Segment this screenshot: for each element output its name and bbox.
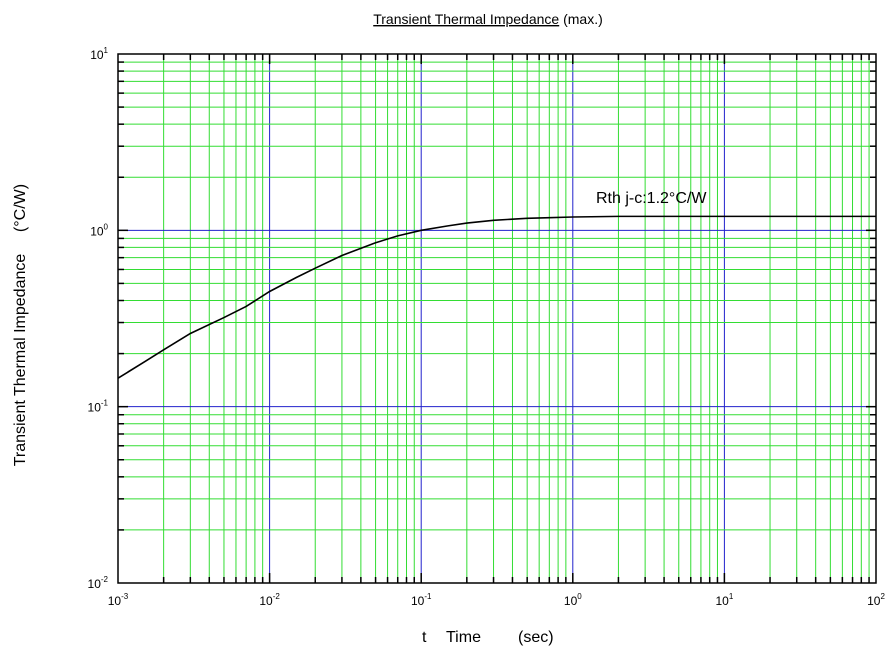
x-tick-base: 10 <box>564 594 578 608</box>
y-tick-label: 101 <box>90 46 108 62</box>
chart-title-suffix: (max.) <box>559 11 603 27</box>
x-tick-exponent: -3 <box>121 592 129 601</box>
x-tick-label: 10-2 <box>259 592 280 608</box>
x-tick-labels: 10-3 10-2 10-1 100 101 102 <box>108 592 886 608</box>
axis-ticks <box>118 54 876 583</box>
x-tick-label: 102 <box>867 592 885 608</box>
chart-title: Transient Thermal Impedance (max.) <box>373 11 603 27</box>
x-tick-exponent: 2 <box>880 592 885 601</box>
y-tick-exponent: -2 <box>101 575 109 584</box>
x-tick-base: 10 <box>411 594 425 608</box>
chart-title-main: Transient Thermal Impedance <box>373 11 559 27</box>
rth-annotation: Rth j-c:1.2°C/W <box>596 190 707 207</box>
plot-frame <box>118 54 876 583</box>
y-tick-label: 10-1 <box>88 399 109 415</box>
y-tick-base: 10 <box>90 224 104 238</box>
x-tick-base: 10 <box>867 594 881 608</box>
y-tick-label: 100 <box>90 222 108 238</box>
grid <box>118 54 876 583</box>
x-tick-label: 10-3 <box>108 592 129 608</box>
x-tick-exponent: -1 <box>424 592 432 601</box>
y-axis-label-unit: (°C/W) <box>12 184 29 232</box>
y-tick-label: 10-2 <box>88 575 109 591</box>
y-tick-base: 10 <box>88 401 102 415</box>
x-tick-exponent: -2 <box>273 592 281 601</box>
y-tick-exponent: 0 <box>104 222 109 231</box>
x-axis-label-name: Time <box>446 629 481 646</box>
y-tick-base: 10 <box>88 577 102 591</box>
y-tick-exponent: -1 <box>101 399 109 408</box>
x-tick-base: 10 <box>715 594 729 608</box>
y-tick-base: 10 <box>90 48 104 62</box>
x-tick-exponent: 0 <box>577 592 582 601</box>
x-tick-base: 10 <box>259 594 273 608</box>
x-axis-label-t: t <box>422 629 427 646</box>
y-tick-exponent: 1 <box>104 46 109 55</box>
x-tick-exponent: 1 <box>729 592 734 601</box>
x-tick-base: 10 <box>108 594 122 608</box>
x-axis-label-unit: (sec) <box>518 629 554 646</box>
x-tick-label: 10-1 <box>411 592 432 608</box>
x-tick-label: 101 <box>715 592 733 608</box>
y-axis-label-name: Transient Thermal Impedance <box>12 254 29 467</box>
x-tick-label: 100 <box>564 592 582 608</box>
